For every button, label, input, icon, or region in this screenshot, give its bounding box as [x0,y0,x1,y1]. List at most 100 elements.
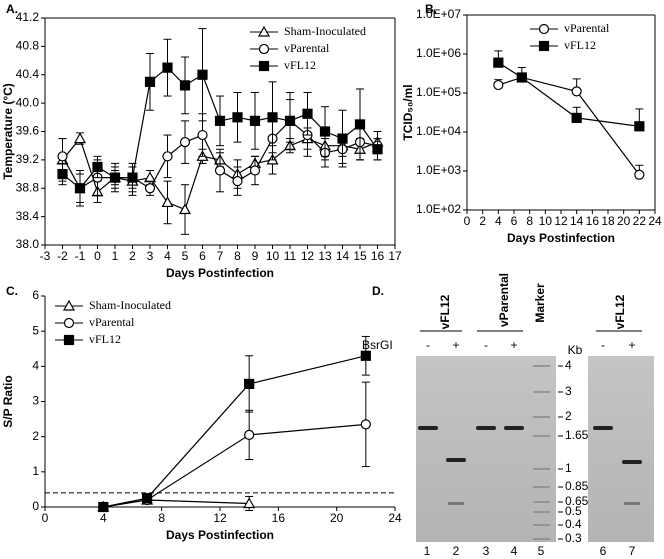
marker [354,119,366,130]
bands [418,426,642,505]
size-unit: Kb [568,343,583,357]
x-tick-label: 22 [633,214,647,228]
band [504,426,524,430]
x-tick-label: 10 [539,214,553,228]
marker [360,419,371,430]
marker-size-label: 0.3 [565,531,582,545]
legend-label: vFL12 [89,332,121,346]
marker [538,23,550,35]
x-tick-label: 24 [388,511,402,525]
gel-panel: D. vFL12 vParental Marker vFL12 BsrGI - … [362,273,654,558]
panel-letter: C. [6,284,18,298]
y-tick-label: 40.0 [16,95,40,109]
marker [258,60,270,72]
lane-numbers: 1 2 3 4 5 6 7 [424,544,636,558]
marker [571,86,582,97]
x-tick-label: 16 [586,214,600,228]
marker [143,171,157,183]
x-tick-label: 18 [601,214,615,228]
marker [232,112,243,123]
series-line [498,76,640,176]
legend-label: vFL12 [284,58,316,72]
y-tick-label: 39.6 [16,124,40,138]
x-tick-label: 2 [479,214,486,228]
y-axis-label: TCID₅₀/ml [401,84,415,140]
marker [571,112,582,123]
chart: A.-3 -2 -1 0 1 2 3 4 5 6 7 8 9 10 11 12 13 14 15 16 1738.038… [1,2,402,280]
x-tick-label: -3 [40,249,51,263]
group-label: vParental [497,273,511,327]
gel-image [588,356,654,542]
lane-number: 6 [600,544,607,558]
legend-label: vParental [284,41,330,55]
marker [319,126,331,137]
legend-label: vParental [564,21,610,35]
x-tick-label: 6 [199,249,206,263]
lane-number: 1 [424,544,431,558]
y-tick-label: 1.0E+06 [416,46,461,60]
legend-label: Sham-Inoculated [284,24,366,38]
marker [257,25,271,37]
marker [197,129,208,141]
x-tick-label: 4 [495,214,502,228]
y-tick-label: 1.0E+04 [416,124,461,138]
x-tick-label: 8 [526,214,533,228]
legend-label: vParental [89,315,135,329]
marker-size-label: 1.65 [565,428,589,442]
marker [161,196,174,208]
x-tick-label: 16 [272,511,286,525]
marker [244,378,255,390]
group-label: Marker [533,283,547,323]
marker [249,165,261,176]
series-line [103,423,366,508]
x-axis-label: Days Postinfection [166,528,274,542]
treatment: + [628,338,635,352]
y-tick-label: 0 [32,499,39,513]
x-tick-label: 13 [318,249,332,263]
x-tick-label: 14 [336,249,350,263]
marker-size-label: 0.4 [565,517,582,531]
treatment: - [601,338,605,352]
legend-label: vFL12 [564,38,596,52]
band [622,460,642,464]
x-tick-label: 7 [217,249,224,263]
treatment: + [510,338,517,352]
marker [214,165,226,176]
marker-size-label: 1 [565,461,572,475]
panel-letter: A. [6,2,18,16]
marker [337,133,348,144]
group-label: vFL12 [613,294,627,329]
panel-letter: B. [425,2,437,16]
y-tick-label: 6 [32,288,39,302]
band [476,426,496,430]
marker [63,334,75,346]
marker [249,115,261,126]
marker [232,176,243,187]
y-tick-label: 40.4 [16,67,40,81]
lane-number: 4 [511,544,518,558]
marker [74,183,86,194]
x-tick-label: -2 [57,249,68,263]
y-tick-label: 1.0E+05 [416,85,461,99]
marker [109,172,121,183]
y-tick-label: 38.8 [16,180,40,194]
chart: B.0 2 4 6 8 10 12 14 16 18 20 22 241.0E+021.0E+031.0… [401,2,662,245]
marker-labels: 4 3 2 1.65 1 0.850.650.50.40.3 [533,358,589,545]
lane-number: 3 [483,544,490,558]
x-tick-label: 6 [511,214,518,228]
x-tick-label: 24 [648,214,662,228]
x-tick-label: 0 [464,214,471,228]
marker [73,132,87,144]
x-tick-label: 12 [213,511,227,525]
y-tick-label: 3 [32,394,39,408]
x-tick-label: -1 [75,249,86,263]
marker [243,497,256,509]
x-tick-label: 16 [371,249,385,263]
marker [57,151,68,162]
marker [92,161,103,173]
marker [127,172,138,183]
y-tick-label: 39.2 [16,152,40,166]
x-tick-label: 17 [388,249,402,263]
x-tick-label: 10 [266,249,280,263]
x-tick-label: 20 [330,511,344,525]
